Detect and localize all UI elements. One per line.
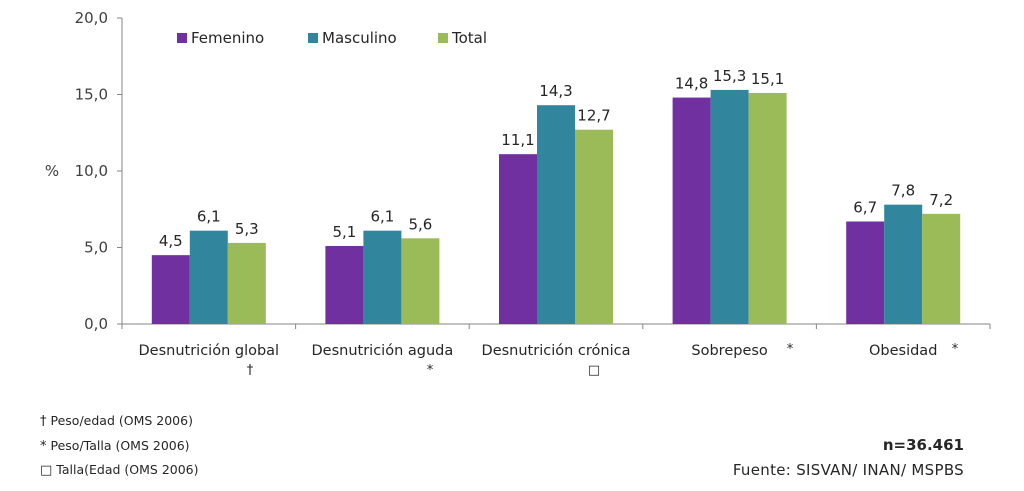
y-axis-label: % (45, 162, 59, 180)
bar-masculino (189, 230, 228, 324)
legend-swatch-total (438, 33, 448, 43)
category-label: Desnutrición aguda (312, 343, 454, 359)
category-mark: * (952, 342, 959, 357)
y-tick-label: 10,0 (75, 162, 108, 180)
data-label: 6,1 (197, 208, 221, 226)
legend-label-masculino: Masculino (322, 29, 397, 47)
data-label: 15,3 (713, 67, 746, 85)
bar-masculino (537, 105, 575, 325)
data-label: 7,2 (929, 191, 953, 209)
category-mark: □ (588, 363, 600, 378)
bar-total (922, 213, 961, 324)
footnote-symbol: □ (40, 463, 53, 478)
legend-swatch-masculino (308, 33, 318, 43)
bar-total (401, 238, 440, 324)
sample-size: n=36.461 (882, 436, 964, 454)
bar-total (227, 242, 266, 324)
data-label: 14,8 (675, 75, 708, 93)
category-mark: * (427, 363, 434, 378)
data-label: 14,3 (539, 82, 572, 100)
category-label: Desnutrición crónica (482, 343, 631, 359)
bar-masculino (884, 204, 923, 324)
bar-total (575, 129, 613, 324)
data-label: 4,5 (159, 232, 183, 250)
data-label: 15,1 (751, 70, 784, 88)
y-tick-label: 20,0 (75, 9, 108, 27)
footnote-symbol: † (40, 414, 47, 429)
footnote-weight-age: † Peso/edad (OMS 2006) (40, 413, 193, 429)
footnote-text: Peso/edad (OMS 2006) (50, 413, 193, 428)
bar-femenino (846, 221, 885, 324)
bar-chart: 0,0 5,0 10,0 15,0 20,0% 4,5 6,1 5,3 Desnutrición… (45, 9, 991, 378)
category-label: Sobrepeso (691, 343, 768, 359)
category-mark: † (247, 363, 254, 378)
y-tick-label: 15,0 (75, 86, 108, 104)
bar-femenino (499, 154, 537, 324)
bar-femenino (325, 245, 364, 324)
legend-label-total: Total (451, 29, 487, 47)
data-label: 6,1 (370, 208, 394, 226)
footnote-text: Talla(Edad (OMS 2006) (56, 462, 199, 477)
bar-femenino (151, 255, 190, 324)
source-credit: Fuente: SISVAN/ INAN/ MSPBS (732, 461, 964, 479)
data-label: 5,3 (235, 220, 259, 238)
data-label: 12,7 (577, 107, 610, 125)
legend-label-femenino: Femenino (191, 29, 264, 47)
footnote-weight-height: * Peso/Talla (OMS 2006) (40, 438, 190, 454)
legend-swatch-femenino (177, 33, 187, 43)
y-tick-label: 5,0 (84, 239, 108, 257)
bar-masculino (710, 89, 749, 324)
data-label: 6,7 (853, 198, 877, 216)
bar-masculino (363, 230, 402, 324)
data-label: 11,1 (501, 131, 534, 149)
data-label: 5,1 (332, 223, 356, 241)
bar-femenino (672, 97, 711, 324)
footnote-symbol: * (40, 439, 47, 454)
category-label: Obesidad (869, 343, 937, 359)
footnote-height-age: □ Talla(Edad (OMS 2006) (40, 462, 199, 478)
category-label: Desnutrición global (139, 343, 280, 359)
data-label: 5,6 (408, 215, 432, 233)
bar-total (748, 92, 787, 324)
y-tick-label: 0,0 (84, 315, 108, 333)
data-label: 7,8 (891, 182, 915, 200)
category-mark: * (787, 342, 794, 357)
footnote-text: Peso/Talla (OMS 2006) (50, 438, 190, 453)
